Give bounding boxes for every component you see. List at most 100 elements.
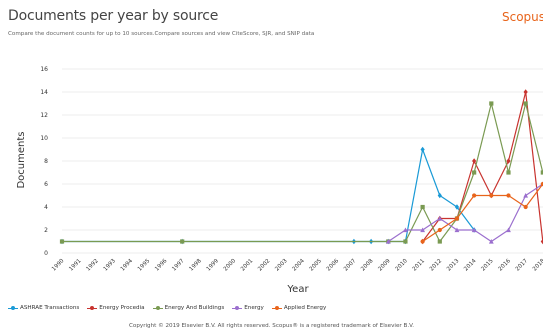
data-point-energy-procedia[interactable] xyxy=(523,89,528,95)
y-tick-label: 6 xyxy=(44,181,48,188)
data-point-applied-energy[interactable] xyxy=(437,227,442,233)
series-line-energy xyxy=(387,183,543,243)
x-tick-label: 2009 xyxy=(377,258,392,273)
data-point-applied-energy[interactable] xyxy=(540,181,543,187)
legend-swatch-ashrae-transactions xyxy=(8,305,18,311)
data-point-energy-and-buildings[interactable] xyxy=(540,170,543,175)
data-point-applied-energy[interactable] xyxy=(472,193,477,198)
y-tick-labels: 0 2 4 6 8 10 12 14 16 xyxy=(40,66,48,257)
legend-item-energy-procedia[interactable]: Energy Procedia xyxy=(87,305,145,311)
y-tick-label: 0 xyxy=(44,250,48,257)
series-energy-procedia xyxy=(420,89,543,245)
x-tick-label: 1990 xyxy=(51,258,66,273)
data-point-energy-procedia[interactable] xyxy=(506,158,511,164)
y-tick-label: 4 xyxy=(44,204,48,211)
data-point-energy-procedia[interactable] xyxy=(472,158,477,164)
y-tick-label: 8 xyxy=(44,158,48,165)
data-point-energy-and-buildings[interactable] xyxy=(523,101,528,106)
data-point-energy-and-buildings[interactable] xyxy=(506,170,511,175)
data-point-energy-and-buildings[interactable] xyxy=(420,204,425,210)
data-point-energy-and-buildings[interactable] xyxy=(403,239,408,244)
data-point-ashrae-transactions[interactable] xyxy=(437,192,442,199)
legend-swatch-energy-and-buildings xyxy=(152,305,163,311)
data-point-applied-energy[interactable] xyxy=(523,204,528,210)
data-point-ashrae-transactions[interactable] xyxy=(454,204,460,210)
legend-swatch-energy-procedia xyxy=(87,305,98,311)
data-point-energy-and-buildings[interactable] xyxy=(59,239,65,244)
data-point-energy[interactable] xyxy=(437,216,443,221)
y-tick-label: 16 xyxy=(40,66,48,73)
x-tick-label: 1996 xyxy=(154,258,169,273)
data-point-energy[interactable] xyxy=(454,227,460,233)
x-tick-label: 1994 xyxy=(120,258,135,273)
x-tick-label: 2011 xyxy=(412,258,427,273)
x-tick-label: 1995 xyxy=(137,258,152,273)
x-tick-label: 2018 xyxy=(532,258,543,273)
legend: ASHRAE Transactions Energy Procedia Energy… xyxy=(8,305,326,311)
page-subtitle: Compare the document counts for up to 10… xyxy=(8,31,315,37)
x-tick-label: 1992 xyxy=(85,258,99,272)
legend-item-energy[interactable]: Energy xyxy=(232,305,264,311)
x-tick-label: 2017 xyxy=(515,258,530,273)
x-tick-label: 2000 xyxy=(223,258,238,273)
y-tick-label: 12 xyxy=(40,112,48,119)
legend-label: Energy And Buildings xyxy=(164,305,225,311)
data-point-applied-energy[interactable] xyxy=(489,193,494,198)
data-point-energy-and-buildings[interactable] xyxy=(489,101,494,106)
data-point-applied-energy[interactable] xyxy=(420,239,425,244)
legend-item-ashrae-transactions[interactable]: ASHRAE Transactions xyxy=(8,305,79,311)
x-tick-label: 2008 xyxy=(360,258,375,273)
legend-item-applied-energy[interactable]: Applied Energy xyxy=(271,305,327,311)
copyright-notice: Copyright © 2019 Elsevier B.V. All right… xyxy=(129,323,414,329)
x-tick-label: 1998 xyxy=(188,258,203,273)
x-tick-label: 2015 xyxy=(480,258,495,273)
x-tick-label: 2006 xyxy=(326,258,341,273)
data-point-energy[interactable] xyxy=(506,227,511,233)
data-point-energy-and-buildings[interactable] xyxy=(472,170,477,175)
data-point-energy[interactable] xyxy=(523,193,529,198)
x-tick-label: 2013 xyxy=(446,258,461,273)
series-applied-energy xyxy=(420,181,543,244)
data-point-energy-and-buildings[interactable] xyxy=(437,239,442,244)
data-point-ashrae-transactions[interactable] xyxy=(420,146,425,153)
data-point-energy[interactable] xyxy=(385,239,391,244)
x-tick-label: 2016 xyxy=(498,258,513,273)
legend-label: Energy Procedia xyxy=(99,305,145,311)
scopus-logo[interactable]: Scopus xyxy=(502,10,543,24)
y-tick-label: 2 xyxy=(44,227,48,234)
x-axis-label: Year xyxy=(286,284,309,295)
data-point-energy[interactable] xyxy=(420,227,426,233)
legend-label: Applied Energy xyxy=(283,305,327,311)
x-tick-label: 2007 xyxy=(343,258,358,273)
y-tick-label: 10 xyxy=(40,135,48,142)
x-tick-label: 2005 xyxy=(309,258,324,273)
data-point-energy-and-buildings[interactable] xyxy=(180,239,185,244)
data-point-applied-energy[interactable] xyxy=(506,193,511,198)
x-tick-labels: 1990 1991 1992 1993 1994 1995 1996 1997 1998 1999… xyxy=(51,258,543,273)
data-point-energy-procedia[interactable] xyxy=(540,238,543,245)
x-tick-label: 1993 xyxy=(103,258,118,273)
data-point-energy[interactable] xyxy=(488,239,494,244)
data-point-energy[interactable] xyxy=(403,227,408,233)
legend-item-energy-and-buildings[interactable]: Energy And Buildings xyxy=(152,305,225,311)
x-tick-label: 1999 xyxy=(206,258,221,273)
data-point-applied-energy[interactable] xyxy=(454,216,460,221)
x-tick-label: 1991 xyxy=(68,258,83,273)
y-axis-label: Documents xyxy=(16,131,27,188)
legend-swatch-applied-energy xyxy=(271,305,282,311)
legend-label: ASHRAE Transactions xyxy=(20,305,80,311)
legend-label: Energy xyxy=(244,305,264,311)
data-point-energy[interactable] xyxy=(471,227,477,233)
series-layer xyxy=(59,89,543,245)
x-tick-label: 2012 xyxy=(429,258,443,272)
legend-swatch-energy xyxy=(232,305,243,311)
x-tick-label: 2001 xyxy=(240,258,255,273)
x-tick-label: 2004 xyxy=(292,258,307,273)
x-tick-label: 2002 xyxy=(257,258,271,272)
x-tick-label: 1997 xyxy=(171,258,186,273)
x-tick-label: 2010 xyxy=(395,258,410,273)
x-tick-label: 2003 xyxy=(274,258,289,273)
page-title: Documents per year by source xyxy=(8,8,219,24)
x-tick-label: 2014 xyxy=(463,258,478,273)
